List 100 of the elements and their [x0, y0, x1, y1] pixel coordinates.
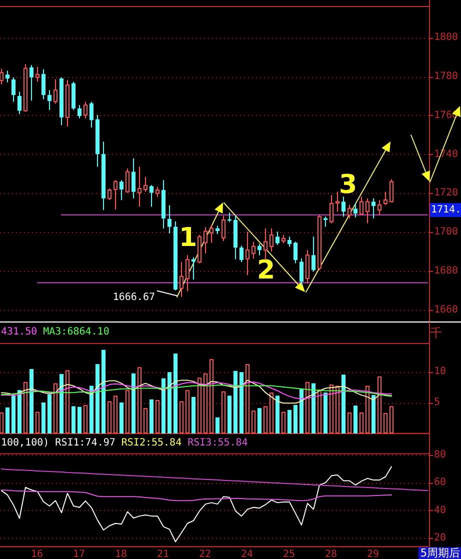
y-tick-label: 20	[434, 532, 446, 544]
y-tick-label: 1780	[434, 71, 458, 82]
bar	[354, 406, 358, 434]
line-series	[1, 380, 392, 404]
candlestick	[354, 202, 358, 218]
bar	[384, 413, 388, 434]
candlestick	[180, 261, 184, 298]
bar	[216, 417, 220, 434]
candlestick	[18, 91, 22, 115]
y-tick-label: 10	[434, 366, 446, 378]
bar	[276, 396, 280, 434]
bar	[150, 399, 154, 434]
candlestick	[0, 68, 4, 85]
bar	[102, 350, 106, 434]
bar	[348, 412, 352, 434]
candlestick	[222, 215, 226, 242]
y-tick-label: 5	[434, 397, 440, 408]
candlestick	[366, 198, 370, 224]
annotation: 5周期后	[420, 546, 460, 559]
annotation: 1666.67	[112, 292, 155, 303]
candlestick	[264, 228, 268, 261]
bar	[18, 390, 22, 434]
candlestick	[270, 228, 274, 252]
candlestick	[312, 236, 316, 272]
bar	[168, 372, 172, 434]
bar	[30, 369, 34, 434]
candlestick	[48, 90, 52, 110]
candlestick	[186, 254, 190, 292]
bar	[6, 407, 10, 434]
bar	[306, 382, 310, 434]
bar	[264, 406, 268, 434]
bar	[42, 402, 46, 434]
bar	[222, 391, 226, 434]
x-tick-label: 24	[240, 549, 254, 559]
bar	[336, 386, 340, 434]
bar	[312, 383, 316, 434]
bar	[294, 404, 298, 434]
x-tick-label: 18	[114, 549, 128, 559]
bar	[84, 404, 88, 434]
candlestick	[378, 200, 382, 216]
bar	[330, 384, 334, 434]
y-tick-label: 1720	[434, 188, 458, 199]
candlestick	[276, 231, 280, 246]
bar	[66, 370, 70, 434]
bar	[138, 367, 142, 434]
candlestick	[324, 216, 328, 228]
candlestick	[306, 250, 310, 284]
text: 431.50	[1, 326, 38, 338]
bar	[234, 370, 238, 434]
x-tick-label: 17	[72, 549, 86, 559]
bar	[366, 386, 370, 434]
candlestick	[240, 245, 244, 263]
bar	[72, 406, 76, 434]
candlestick	[252, 241, 256, 259]
bar	[210, 359, 214, 434]
candlestick	[108, 188, 112, 201]
candlestick	[36, 66, 40, 82]
bar	[288, 410, 292, 434]
bar	[324, 392, 328, 434]
candlestick	[42, 68, 46, 100]
bar	[318, 390, 322, 434]
bar	[372, 395, 376, 434]
y-tick-label: 1680	[434, 265, 458, 276]
bar	[96, 364, 100, 434]
y-tick-label: 80	[434, 450, 446, 461]
bar	[180, 401, 184, 434]
candlestick	[144, 176, 148, 192]
x-tick-label: 21	[156, 549, 170, 559]
bar	[108, 401, 112, 434]
candlestick	[300, 258, 304, 286]
line-series	[1, 382, 392, 400]
candlestick	[210, 224, 214, 244]
candlestick	[168, 204, 172, 234]
annotation: 3	[338, 170, 358, 200]
x-tick-label: 25	[282, 549, 296, 559]
candlestick	[348, 204, 352, 219]
y-tick-label: 1800	[434, 32, 458, 44]
y-tick-label: 60	[434, 477, 446, 488]
candlestick	[54, 78, 58, 104]
candlestick	[90, 101, 94, 128]
annotation: 1	[178, 223, 198, 253]
bar	[204, 373, 208, 434]
annotation: 2	[256, 256, 276, 286]
y-tick-label: 40	[434, 504, 446, 516]
candlestick	[258, 243, 262, 256]
bar	[246, 364, 250, 434]
bar	[48, 394, 52, 434]
candlestick	[114, 180, 118, 210]
x-tick-label: 16	[30, 549, 44, 559]
candlestick	[384, 191, 388, 206]
legend-label: RSI2:55.84	[121, 438, 182, 448]
text: RSI3:55.84	[188, 438, 248, 448]
bar	[90, 386, 94, 434]
candlestick	[360, 196, 364, 216]
line-series	[1, 468, 428, 492]
candlestick	[78, 104, 82, 119]
candlestick	[390, 178, 394, 203]
text: 100,100) RSI1:74.97	[1, 438, 116, 448]
bar	[342, 374, 346, 434]
bar	[78, 406, 82, 434]
